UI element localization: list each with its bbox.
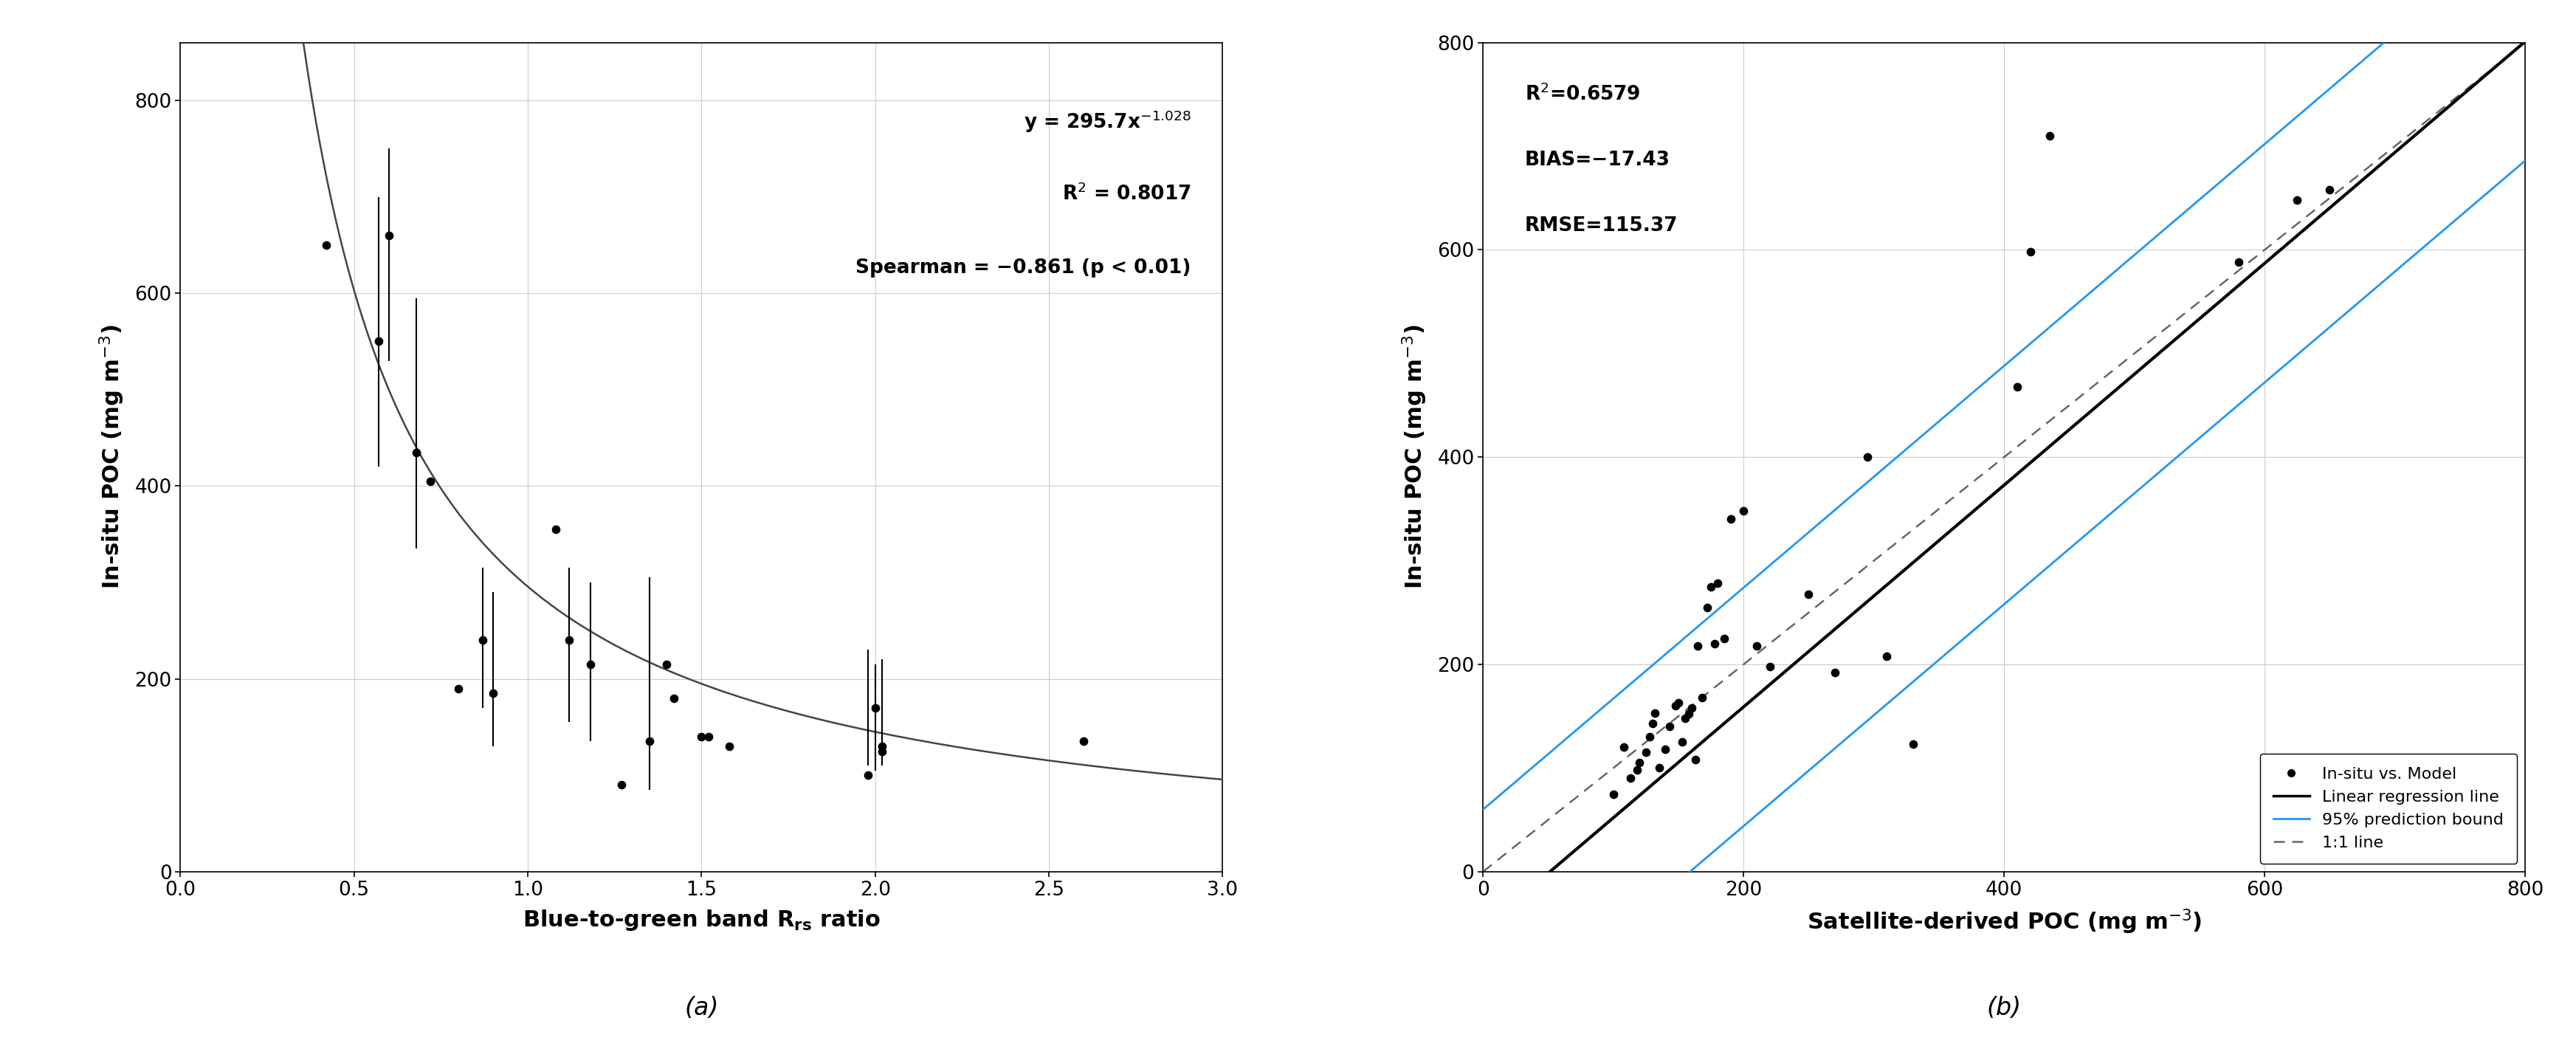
Point [1687,598,1728,615]
Point [2009,243,2050,260]
Point [1996,378,2038,395]
Point [438,680,479,697]
Point [1669,699,1710,716]
Y-axis label: In-situ POC (mg m$^{-3}$): In-situ POC (mg m$^{-3}$) [98,325,126,589]
Point [855,699,896,716]
Point [410,473,451,490]
Point [1638,759,1680,776]
Point [688,728,729,745]
Point [1664,710,1705,727]
Text: y = 295.7x$^{-1.028}$: y = 295.7x$^{-1.028}$ [1023,108,1190,134]
Text: BIAS=−17.43: BIAS=−17.43 [1525,150,1669,169]
Point [1710,511,1752,528]
Point [860,738,902,755]
Text: Spearman = −0.861 (p < 0.01): Spearman = −0.861 (p < 0.01) [855,258,1190,277]
Point [652,690,693,707]
Point [1674,752,1716,769]
Point [1847,449,1888,466]
Point [368,226,410,243]
Point [1680,689,1721,706]
Point [1667,706,1708,723]
Point [1690,578,1731,595]
Point [1814,664,1855,681]
Point [461,631,502,648]
Point [1656,694,1698,711]
Text: R$^{2}$ = 0.8017: R$^{2}$ = 0.8017 [1061,184,1190,204]
Point [2218,254,2259,271]
Point [2027,128,2069,145]
X-axis label: Satellite-derived POC (mg m$^{-3}$): Satellite-derived POC (mg m$^{-3}$) [1806,908,2200,937]
Point [471,685,513,702]
Point [358,333,399,350]
Point [397,443,438,460]
Point [569,656,611,673]
Point [1592,786,1633,803]
Text: RMSE=115.37: RMSE=115.37 [1525,217,1677,236]
Point [600,776,641,793]
Point [307,236,348,253]
Point [680,728,721,745]
Text: R$^{2}$=0.6579: R$^{2}$=0.6579 [1525,84,1638,105]
Point [1654,697,1695,714]
Y-axis label: In-situ POC (mg m$^{-3}$): In-situ POC (mg m$^{-3}$) [1401,325,1430,589]
Point [1749,658,1790,675]
Point [708,738,750,755]
Point [1698,575,1739,592]
Point [1615,761,1656,778]
Point [1625,744,1667,761]
Point [860,743,902,760]
Point [2308,181,2349,198]
Point [2277,191,2318,208]
Point [1633,705,1674,722]
Text: (a): (a) [685,996,719,1020]
Point [629,733,670,750]
Point [1631,715,1672,732]
Point [1703,630,1744,647]
Point [848,766,889,783]
Point [1736,637,1777,654]
Point [1891,736,1932,753]
Point [1677,637,1718,654]
Point [1643,741,1685,758]
Point [1602,739,1643,756]
Point [1865,647,1906,664]
Point [647,656,688,673]
Point [1723,503,1765,520]
Point [1064,733,1105,750]
Point [1662,733,1703,750]
Point [1610,770,1651,787]
Point [1628,728,1669,745]
Text: (b): (b) [1986,996,2022,1020]
Point [536,521,577,538]
Legend: In-situ vs. Model, Linear regression line, 95% prediction bound, 1:1 line: In-situ vs. Model, Linear regression lin… [2259,754,2517,863]
Point [549,631,590,648]
Point [1788,586,1829,603]
Point [1618,755,1659,772]
Point [1695,636,1736,653]
X-axis label: Blue-to-green band R$_{\mathregular{rs}}$ ratio: Blue-to-green band R$_{\mathregular{rs}}… [523,908,881,932]
Point [1649,719,1690,736]
